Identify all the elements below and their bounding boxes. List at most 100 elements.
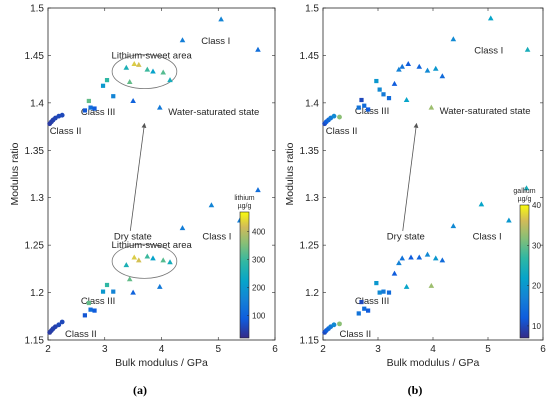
data-point-square <box>359 97 364 103</box>
data-point-circle <box>337 114 342 120</box>
data-point-circle <box>337 321 342 327</box>
data-point-square <box>359 299 364 305</box>
data-point-square <box>88 307 93 312</box>
data-point-square <box>374 280 379 286</box>
panel-label-a: (a) <box>133 383 147 397</box>
annotation-label: Water-saturated state <box>440 106 531 117</box>
data-point-triangle <box>487 15 494 21</box>
data-point-square <box>111 289 116 294</box>
annotation-label: Lithium-sweet area <box>112 240 193 251</box>
data-point-triangle <box>432 65 439 71</box>
data-point-square <box>104 77 110 83</box>
data-point-triangle <box>136 61 142 67</box>
data-point-square <box>386 290 392 295</box>
data-point-triangle <box>506 217 512 223</box>
data-point-triangle <box>439 73 446 79</box>
plot-frame-b <box>322 7 544 341</box>
colorbar-gradient-b <box>519 204 530 339</box>
data-point-triangle <box>405 60 412 66</box>
y-ticks-b: 1.15 1.2 1.25 1.3 1.35 1.4 1.45 1.5 <box>300 4 543 347</box>
data-point-triangle <box>144 253 151 259</box>
colorbar-a: lithium µg/g 100 200 300 400 <box>234 195 266 339</box>
x-tick-label: 4 <box>430 344 436 355</box>
colorbar-b: gallium µg/g 10 20 30 40 <box>513 188 541 339</box>
annotation-label: Class II <box>326 126 358 137</box>
x-ticks-a: 2 3 4 5 6 <box>45 8 278 355</box>
data-point-circle <box>331 322 337 328</box>
colorbar-gradient-a <box>239 211 250 339</box>
data-point-triangle <box>424 67 431 73</box>
x-tick-label: 5 <box>485 344 491 355</box>
data-point-triangle <box>150 68 156 74</box>
data-point-triangle <box>123 64 130 70</box>
data-point-square <box>356 311 361 316</box>
data-point-triangle <box>450 223 457 229</box>
data-point-triangle <box>408 254 414 260</box>
data-point-triangle <box>403 283 410 289</box>
colorbar-tick-label: 10 <box>532 322 541 331</box>
data-point-circle <box>59 319 65 325</box>
y-tick-label: 1.5 <box>305 4 319 15</box>
data-point-triangle <box>160 69 167 75</box>
annotation-label: Class III <box>81 296 115 307</box>
data-point-square <box>377 290 382 295</box>
y-tick-label: 1.35 <box>25 146 45 157</box>
data-point-square <box>82 108 87 113</box>
annotation-label: Class II <box>340 329 372 340</box>
arrow-b <box>402 122 419 231</box>
highlight-ellipse <box>111 243 178 279</box>
data-point-triangle <box>396 66 402 72</box>
data-point-triangle <box>130 289 136 295</box>
data-point-triangle <box>399 255 405 261</box>
colorbar-tick-label: 300 <box>252 256 266 265</box>
data-point-square <box>374 78 379 84</box>
data-point-triangle <box>179 225 186 231</box>
data-point-triangle <box>524 46 531 52</box>
x-tick-label: 2 <box>320 344 326 355</box>
x-tick-label: 3 <box>375 344 381 355</box>
data-point-square <box>366 107 371 112</box>
data-point-triangle <box>432 255 439 261</box>
data-point-square <box>82 313 87 318</box>
y-axis-label-a: Modulus ratio <box>9 142 21 205</box>
y-tick-label: 1.3 <box>305 193 319 204</box>
colorbar-title-b-1: gallium <box>513 188 535 195</box>
data-point-triangle <box>126 276 133 282</box>
data-point-triangle <box>179 37 186 43</box>
annotation-label: Lithium-sweet area <box>112 50 193 61</box>
data-points-b <box>322 15 531 335</box>
data-point-triangle <box>144 66 151 72</box>
colorbar-tick-label: 100 <box>252 312 266 321</box>
panel-label-b: (b) <box>408 383 423 397</box>
y-tick-label: 1.25 <box>300 241 320 252</box>
annotations-a: Class I Lithium-sweet area Class III Class … <box>50 36 260 340</box>
data-point-square <box>362 306 367 311</box>
annotation-label: Class I <box>201 36 230 47</box>
y-tick-label: 1.45 <box>25 51 45 62</box>
data-point-triangle <box>403 97 410 103</box>
data-point-triangle <box>478 201 485 207</box>
data-point-square <box>381 289 386 294</box>
annotations-b: Class I Class III Class II Water-saturated … <box>326 46 531 341</box>
data-point-triangle <box>439 257 446 263</box>
x-tick-label: 4 <box>159 344 165 355</box>
data-point-triangle <box>160 257 167 263</box>
data-point-triangle <box>156 104 163 110</box>
y-tick-label: 1.15 <box>300 336 320 347</box>
y-tick-label: 1.35 <box>300 146 320 157</box>
data-point-triangle <box>131 254 138 260</box>
y-tick-label: 1.3 <box>30 193 44 204</box>
data-point-square <box>104 282 110 288</box>
annotation-label: Dry state <box>114 231 152 242</box>
data-point-square <box>100 83 106 88</box>
data-point-triangle <box>399 63 405 69</box>
colorbar-ticks-b: 10 20 30 40 <box>527 201 541 331</box>
data-point-triangle <box>167 259 173 265</box>
data-point-square <box>366 308 371 313</box>
data-point-triangle <box>123 262 130 268</box>
panel-b: 2 3 4 5 6 1.15 1.2 1.25 1.3 1.35 1.4 1.45 1.5 Bulk … <box>284 4 546 398</box>
data-point-square <box>362 103 367 108</box>
y-tick-label: 1.45 <box>300 51 320 62</box>
data-point-triangle <box>150 255 156 261</box>
x-tick-label: 5 <box>215 344 221 355</box>
